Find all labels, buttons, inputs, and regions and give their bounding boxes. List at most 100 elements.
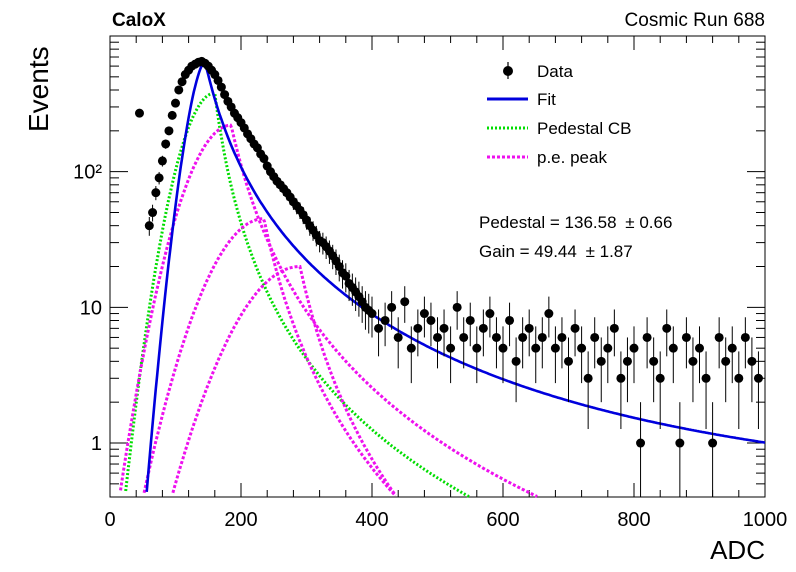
data-marker [564, 356, 573, 366]
data-marker [167, 110, 177, 120]
data-marker [413, 323, 423, 333]
data-point [393, 317, 403, 369]
y-tick-label: 10 [80, 297, 102, 319]
x-axis: 0 200 400 600 800 1000 [104, 36, 787, 531]
y-axis-title: Events [23, 46, 54, 132]
data-marker [721, 356, 731, 366]
data-marker [171, 98, 180, 108]
data-point [688, 337, 698, 403]
data-point [161, 139, 171, 149]
data-point [426, 302, 436, 347]
data-marker [747, 356, 757, 366]
x-tick-label: 1000 [743, 509, 788, 531]
data-point [171, 98, 180, 108]
data-marker [524, 323, 534, 333]
data-marker [550, 343, 560, 353]
data-point [668, 326, 678, 384]
data-point [134, 108, 144, 118]
legend-label-data: Data [537, 62, 573, 81]
data-marker [681, 332, 691, 342]
data-point [367, 296, 377, 338]
pe-peak-curve [119, 123, 538, 498]
data-point [452, 291, 462, 330]
data-marker [151, 188, 161, 198]
data-marker [367, 309, 377, 319]
data-marker [452, 302, 462, 312]
data-marker [531, 343, 541, 353]
data-marker [341, 271, 351, 281]
data-point [675, 402, 685, 497]
data-point [603, 326, 613, 384]
data-point [747, 337, 757, 403]
data-point [518, 317, 528, 369]
data-point [400, 286, 410, 323]
data-marker [446, 343, 456, 353]
data-marker [649, 356, 659, 366]
x-tick-label: 600 [486, 509, 519, 531]
data-marker [701, 373, 711, 383]
legend-item-pedestal: Pedestal CB [487, 119, 632, 138]
data-point [465, 302, 475, 347]
gain-error: ± 1.87 [586, 242, 633, 261]
data-marker [590, 332, 600, 342]
legend-item-pe-peak: p.e. peak [487, 148, 607, 167]
data-marker [465, 315, 475, 325]
data-point [721, 337, 731, 403]
data-point [341, 263, 351, 293]
data-point [177, 77, 187, 87]
data-marker [426, 315, 436, 325]
data-point [433, 317, 442, 369]
x-tick-label: 200 [224, 509, 257, 531]
data-marker [134, 108, 144, 118]
legend-label-pe-peak: p.e. peak [537, 148, 607, 167]
data-marker [668, 343, 678, 353]
data-point [151, 186, 161, 201]
data-point [655, 351, 665, 430]
data-point [583, 351, 593, 430]
data-marker [557, 332, 567, 342]
data-point [485, 296, 495, 338]
fit-curve [145, 59, 766, 493]
data-marker [727, 343, 737, 353]
data-point [157, 155, 167, 167]
data-point [622, 337, 632, 403]
data-point [419, 296, 429, 338]
data-point [740, 317, 750, 369]
data-point [478, 309, 488, 357]
data-point [148, 204, 158, 222]
gain-result: Gain = 49.44 [479, 242, 577, 261]
data-marker [498, 343, 508, 353]
data-marker [662, 323, 672, 333]
data-marker [511, 356, 521, 366]
data-marker [753, 373, 763, 383]
data-point [174, 85, 184, 95]
pe-peak-curve [142, 217, 397, 497]
data-marker [177, 77, 187, 87]
run-label: Cosmic Run 688 [625, 10, 765, 31]
data-point [557, 317, 567, 369]
experiment-label: CaloX [112, 10, 166, 31]
data-point [577, 326, 587, 384]
data-marker [406, 343, 416, 353]
data-point [491, 317, 501, 369]
data-point [596, 337, 606, 403]
data-point [459, 317, 469, 369]
data-marker [216, 82, 226, 92]
data-point [406, 326, 416, 384]
data-point [144, 217, 154, 236]
data-point [734, 351, 744, 430]
data-marker [655, 373, 665, 383]
data-point [609, 309, 619, 357]
data-marker [157, 156, 167, 166]
pedestal-result: Pedestal = 136.58 [479, 213, 617, 232]
legend-item-data: Data [503, 62, 573, 81]
data-marker [491, 332, 501, 342]
fit-curves [119, 59, 766, 498]
data-point [220, 90, 230, 100]
fit-results: Pedestal = 136.58 ± 0.66 Gain = 49.44 ± … [479, 213, 672, 261]
data-point [216, 82, 226, 92]
data-marker [472, 343, 482, 353]
data-marker [616, 373, 626, 383]
data-marker [537, 332, 547, 342]
